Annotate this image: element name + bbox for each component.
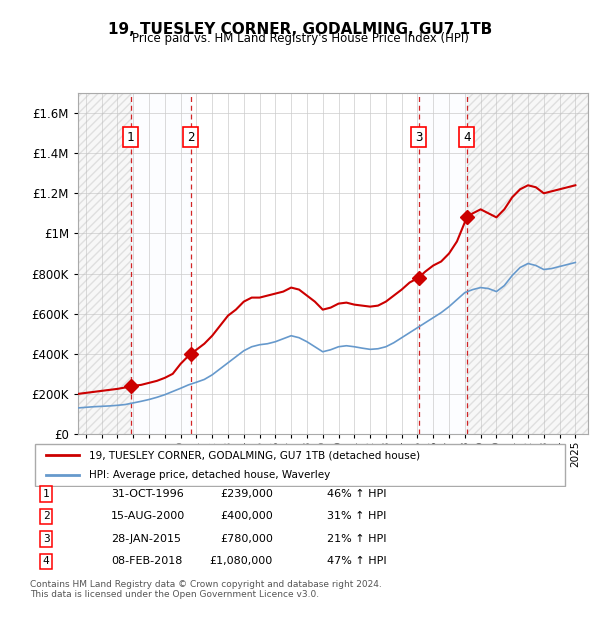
Text: 31% ↑ HPI: 31% ↑ HPI xyxy=(327,512,386,521)
Bar xyxy=(78,93,131,434)
Text: £1,080,000: £1,080,000 xyxy=(210,556,273,566)
Text: HPI: Average price, detached house, Waverley: HPI: Average price, detached house, Wave… xyxy=(89,469,331,479)
Text: 2: 2 xyxy=(43,512,50,521)
FancyBboxPatch shape xyxy=(35,444,565,486)
Text: 31-OCT-1996: 31-OCT-1996 xyxy=(111,489,184,499)
Text: 4: 4 xyxy=(463,131,470,144)
Text: 2: 2 xyxy=(187,131,194,144)
Bar xyxy=(419,93,467,434)
Text: £239,000: £239,000 xyxy=(220,489,273,499)
Text: 46% ↑ HPI: 46% ↑ HPI xyxy=(327,489,386,499)
Text: £400,000: £400,000 xyxy=(220,512,273,521)
Text: Contains HM Land Registry data © Crown copyright and database right 2024.: Contains HM Land Registry data © Crown c… xyxy=(30,580,382,589)
Bar xyxy=(131,93,190,434)
Text: 1: 1 xyxy=(127,131,134,144)
Text: 19, TUESLEY CORNER, GODALMING, GU7 1TB: 19, TUESLEY CORNER, GODALMING, GU7 1TB xyxy=(108,22,492,37)
Text: £780,000: £780,000 xyxy=(220,534,273,544)
Bar xyxy=(467,93,588,434)
Text: 4: 4 xyxy=(43,556,50,566)
Text: Price paid vs. HM Land Registry's House Price Index (HPI): Price paid vs. HM Land Registry's House … xyxy=(131,32,469,45)
Text: 15-AUG-2000: 15-AUG-2000 xyxy=(111,512,185,521)
Bar xyxy=(467,93,588,434)
Text: 3: 3 xyxy=(415,131,422,144)
Text: 08-FEB-2018: 08-FEB-2018 xyxy=(111,556,182,566)
Text: 3: 3 xyxy=(43,534,50,544)
Bar xyxy=(78,93,131,434)
Text: This data is licensed under the Open Government Licence v3.0.: This data is licensed under the Open Gov… xyxy=(30,590,319,600)
Text: 28-JAN-2015: 28-JAN-2015 xyxy=(111,534,181,544)
Text: 1: 1 xyxy=(43,489,50,499)
Text: 21% ↑ HPI: 21% ↑ HPI xyxy=(327,534,386,544)
Text: 19, TUESLEY CORNER, GODALMING, GU7 1TB (detached house): 19, TUESLEY CORNER, GODALMING, GU7 1TB (… xyxy=(89,451,421,461)
Text: 47% ↑ HPI: 47% ↑ HPI xyxy=(327,556,386,566)
